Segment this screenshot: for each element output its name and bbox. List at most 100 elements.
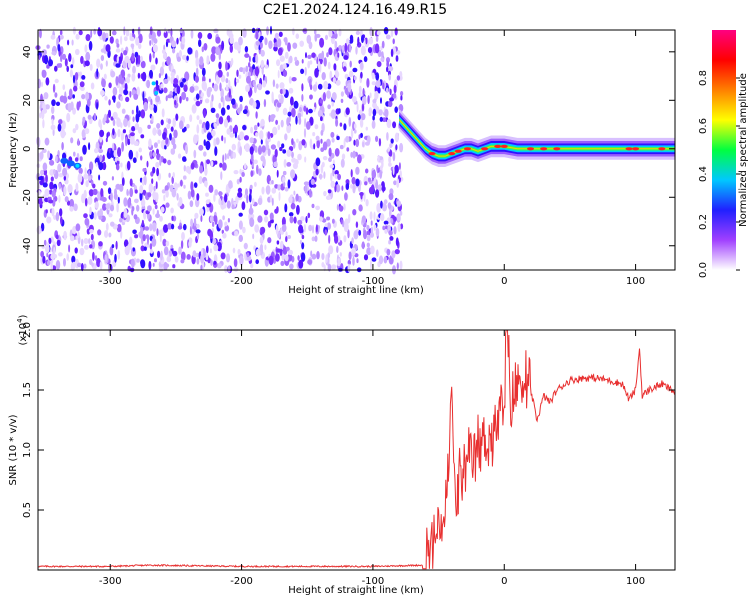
noise-speckle: [350, 169, 353, 178]
noise-speckle: [343, 123, 347, 131]
noise-speckle: [131, 207, 134, 216]
noise-speckle: [393, 226, 397, 235]
noise-speckle: [140, 109, 146, 119]
noise-speckle: [387, 202, 392, 210]
noise-speckle: [213, 28, 219, 34]
noise-speckle: [183, 184, 186, 189]
noise-speckle: [213, 244, 219, 252]
noise-speckle: [70, 137, 74, 144]
noise-speckle: [38, 176, 44, 181]
noise-speckle: [166, 123, 171, 130]
noise-speckle: [170, 244, 174, 249]
noise-speckle: [172, 143, 177, 150]
noise-speckle: [85, 51, 91, 62]
noise-speckle: [279, 248, 283, 256]
noise-speckle: [345, 38, 350, 45]
noise-speckle: [183, 84, 188, 92]
noise-speckle: [204, 166, 208, 176]
chart-title: C2E1.2024.124.16.49.R15: [263, 2, 447, 18]
noise-speckle: [218, 219, 223, 229]
noise-speckle: [224, 265, 228, 273]
noise-speckle: [204, 180, 208, 187]
noise-speckle: [203, 151, 207, 157]
noise-speckle: [151, 115, 154, 122]
noise-speckle: [121, 141, 124, 152]
noise-speckle: [84, 244, 89, 250]
noise-speckle: [124, 83, 128, 92]
noise-speckle: [244, 163, 247, 170]
noise-speckle: [279, 240, 284, 251]
noise-speckle: [383, 199, 388, 205]
noise-speckle: [344, 42, 348, 53]
noise-speckle: [271, 91, 274, 102]
noise-speckle: [168, 250, 173, 257]
noise-speckle: [350, 128, 354, 139]
noise-speckle: [104, 254, 108, 264]
noise-speckle: [179, 96, 182, 104]
noise-speckle: [238, 36, 243, 46]
noise-speckle: [242, 226, 246, 234]
noise-speckle: [399, 71, 403, 79]
noise-speckle: [206, 132, 212, 141]
spectrogram-x-ticks: -300 -200 -100 0 100: [99, 30, 645, 287]
noise-speckle: [301, 242, 305, 250]
noise-speckle: [67, 39, 70, 46]
noise-speckle: [58, 173, 64, 178]
noise-speckle: [200, 254, 205, 264]
noise-speckle: [345, 136, 350, 143]
noise-speckle: [97, 210, 101, 218]
noise-speckle: [317, 109, 323, 118]
noise-speckle: [310, 250, 313, 257]
noise-speckle: [300, 216, 305, 222]
signal-peak: [448, 152, 456, 156]
noise-speckle: [258, 145, 262, 155]
noise-speckle: [170, 207, 174, 214]
noise-speckle: [287, 235, 292, 239]
noise-speckle: [383, 220, 389, 225]
noise-speckle: [55, 154, 58, 163]
noise-speckle: [392, 121, 397, 129]
noise-speckle: [155, 80, 159, 86]
noise-speckle: [353, 76, 357, 81]
noise-speckle: [166, 56, 171, 66]
noise-speckle: [161, 61, 165, 68]
noise-speckle: [165, 190, 169, 198]
noise-speckle: [277, 140, 281, 148]
noise-speckle: [200, 92, 204, 98]
noise-speckle: [366, 224, 370, 231]
noise-speckle: [356, 258, 359, 264]
noise-speckle: [135, 112, 140, 123]
noise-speckle: [185, 144, 188, 155]
noise-speckle: [274, 148, 278, 158]
noise-speckle: [87, 114, 92, 120]
noise-speckle: [67, 184, 73, 194]
noise-speckle: [375, 135, 379, 142]
noise-speckle: [73, 203, 78, 212]
noise-speckle: [115, 63, 121, 68]
noise-speckle: [314, 68, 319, 78]
noise-speckle: [179, 120, 184, 130]
noise-speckle: [351, 237, 354, 245]
noise-speckle: [68, 88, 73, 98]
noise-speckle: [232, 127, 236, 134]
noise-speckle: [372, 108, 377, 117]
noise-speckle: [342, 46, 345, 51]
noise-speckle: [317, 60, 321, 71]
noise-speckle: [143, 101, 149, 112]
noise-speckle: [42, 255, 46, 264]
noise-speckle: [210, 53, 216, 62]
noise-speckle: [295, 193, 299, 202]
noise-speckle: [253, 124, 258, 131]
noise-speckle: [123, 239, 129, 248]
noise-speckle: [75, 182, 79, 192]
noise-speckle: [286, 246, 290, 252]
noise-speckle: [308, 108, 313, 114]
noise-speckle: [148, 138, 152, 148]
noise-speckle: [362, 87, 365, 98]
noise-speckle: [211, 94, 214, 102]
noise-speckle: [213, 260, 217, 265]
noise-speckle: [257, 215, 263, 223]
noise-speckle: [105, 137, 108, 143]
noise-speckle: [43, 92, 49, 100]
noise-speckle: [189, 86, 195, 93]
